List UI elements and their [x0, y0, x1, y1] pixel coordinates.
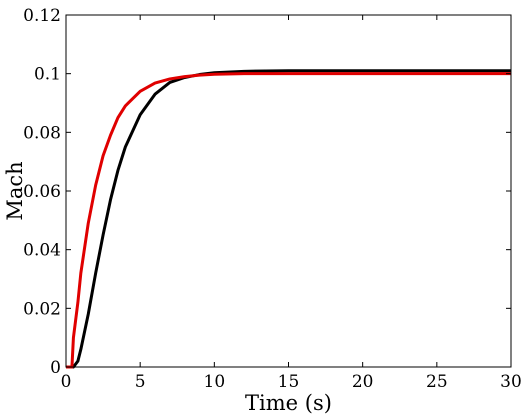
- x-tick-label: 5: [135, 372, 146, 392]
- y-tick-label: 0: [50, 358, 61, 378]
- y-tick-label: 0.04: [23, 241, 61, 261]
- series-line-1: [66, 69, 511, 369]
- x-tick-label: 15: [278, 372, 300, 392]
- y-tick-label: 0.02: [23, 299, 61, 319]
- series-layer: [66, 69, 511, 369]
- x-tick-label: 30: [500, 372, 522, 392]
- y-axis-title: Mach: [3, 161, 27, 220]
- y-tick-label: 0.06: [23, 182, 61, 202]
- tick-layer: 0 5 10 15 20 25 30 0 0.02 0.04 0.06 0.08 0.1 0.12: [23, 6, 522, 392]
- x-axis-title: Time (s): [245, 391, 332, 414]
- x-tick-label: 10: [204, 372, 226, 392]
- x-tick-label: 0: [61, 372, 72, 392]
- x-tick-label: 20: [352, 372, 374, 392]
- y-tick-label: 0.1: [34, 65, 61, 85]
- y-tick-label: 0.12: [23, 6, 61, 26]
- plot-frame: [65, 14, 512, 368]
- x-tick-label: 25: [426, 372, 448, 392]
- series-line-2: [66, 72, 511, 369]
- y-tick-label: 0.08: [23, 123, 61, 143]
